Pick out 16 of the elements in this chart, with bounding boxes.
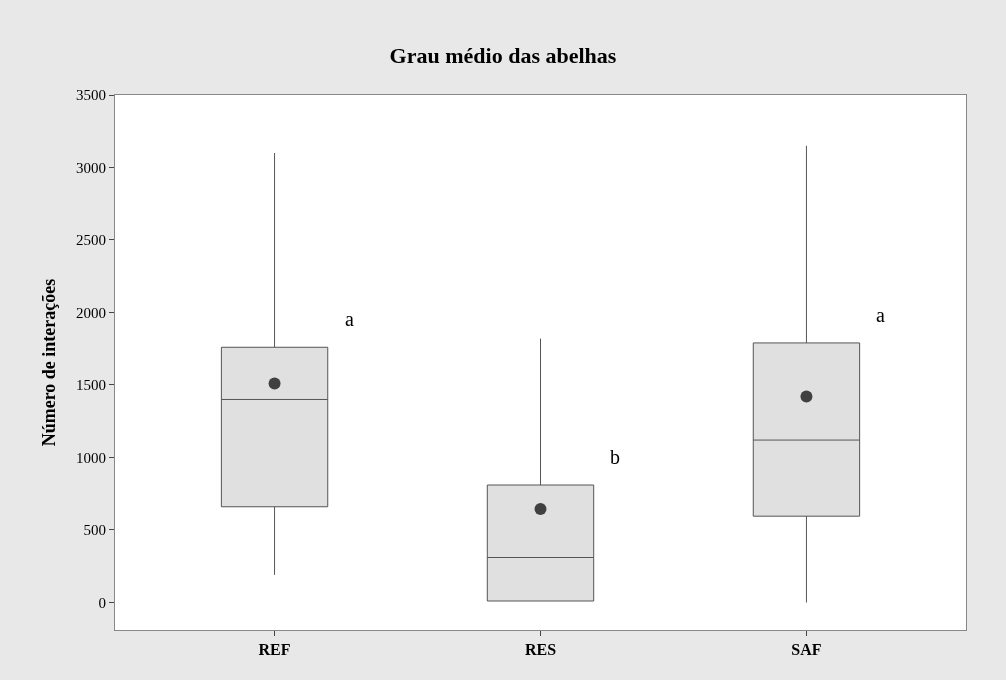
y-tick-label: 500 [83,522,106,539]
y-tick-label: 2500 [76,232,106,249]
y-tick-label: 2000 [76,304,106,321]
annotation: a [876,304,885,326]
x-tick-label: RES [524,641,557,659]
y-tick-label: 3500 [76,87,106,104]
x-tick-label: SAF [791,641,822,659]
y-tick-label: 0 [98,594,106,611]
x-tick-label: REF [258,641,291,659]
y-tick-label: 1000 [76,449,106,466]
y-tick-label: 1500 [76,377,106,394]
annotation: a [345,308,354,330]
chart-title: Grau médio das abelhas [389,43,617,68]
annotation: b [610,446,620,468]
y-tick-label: 3000 [76,159,106,176]
y-axis-title: Número de interações [39,278,60,447]
